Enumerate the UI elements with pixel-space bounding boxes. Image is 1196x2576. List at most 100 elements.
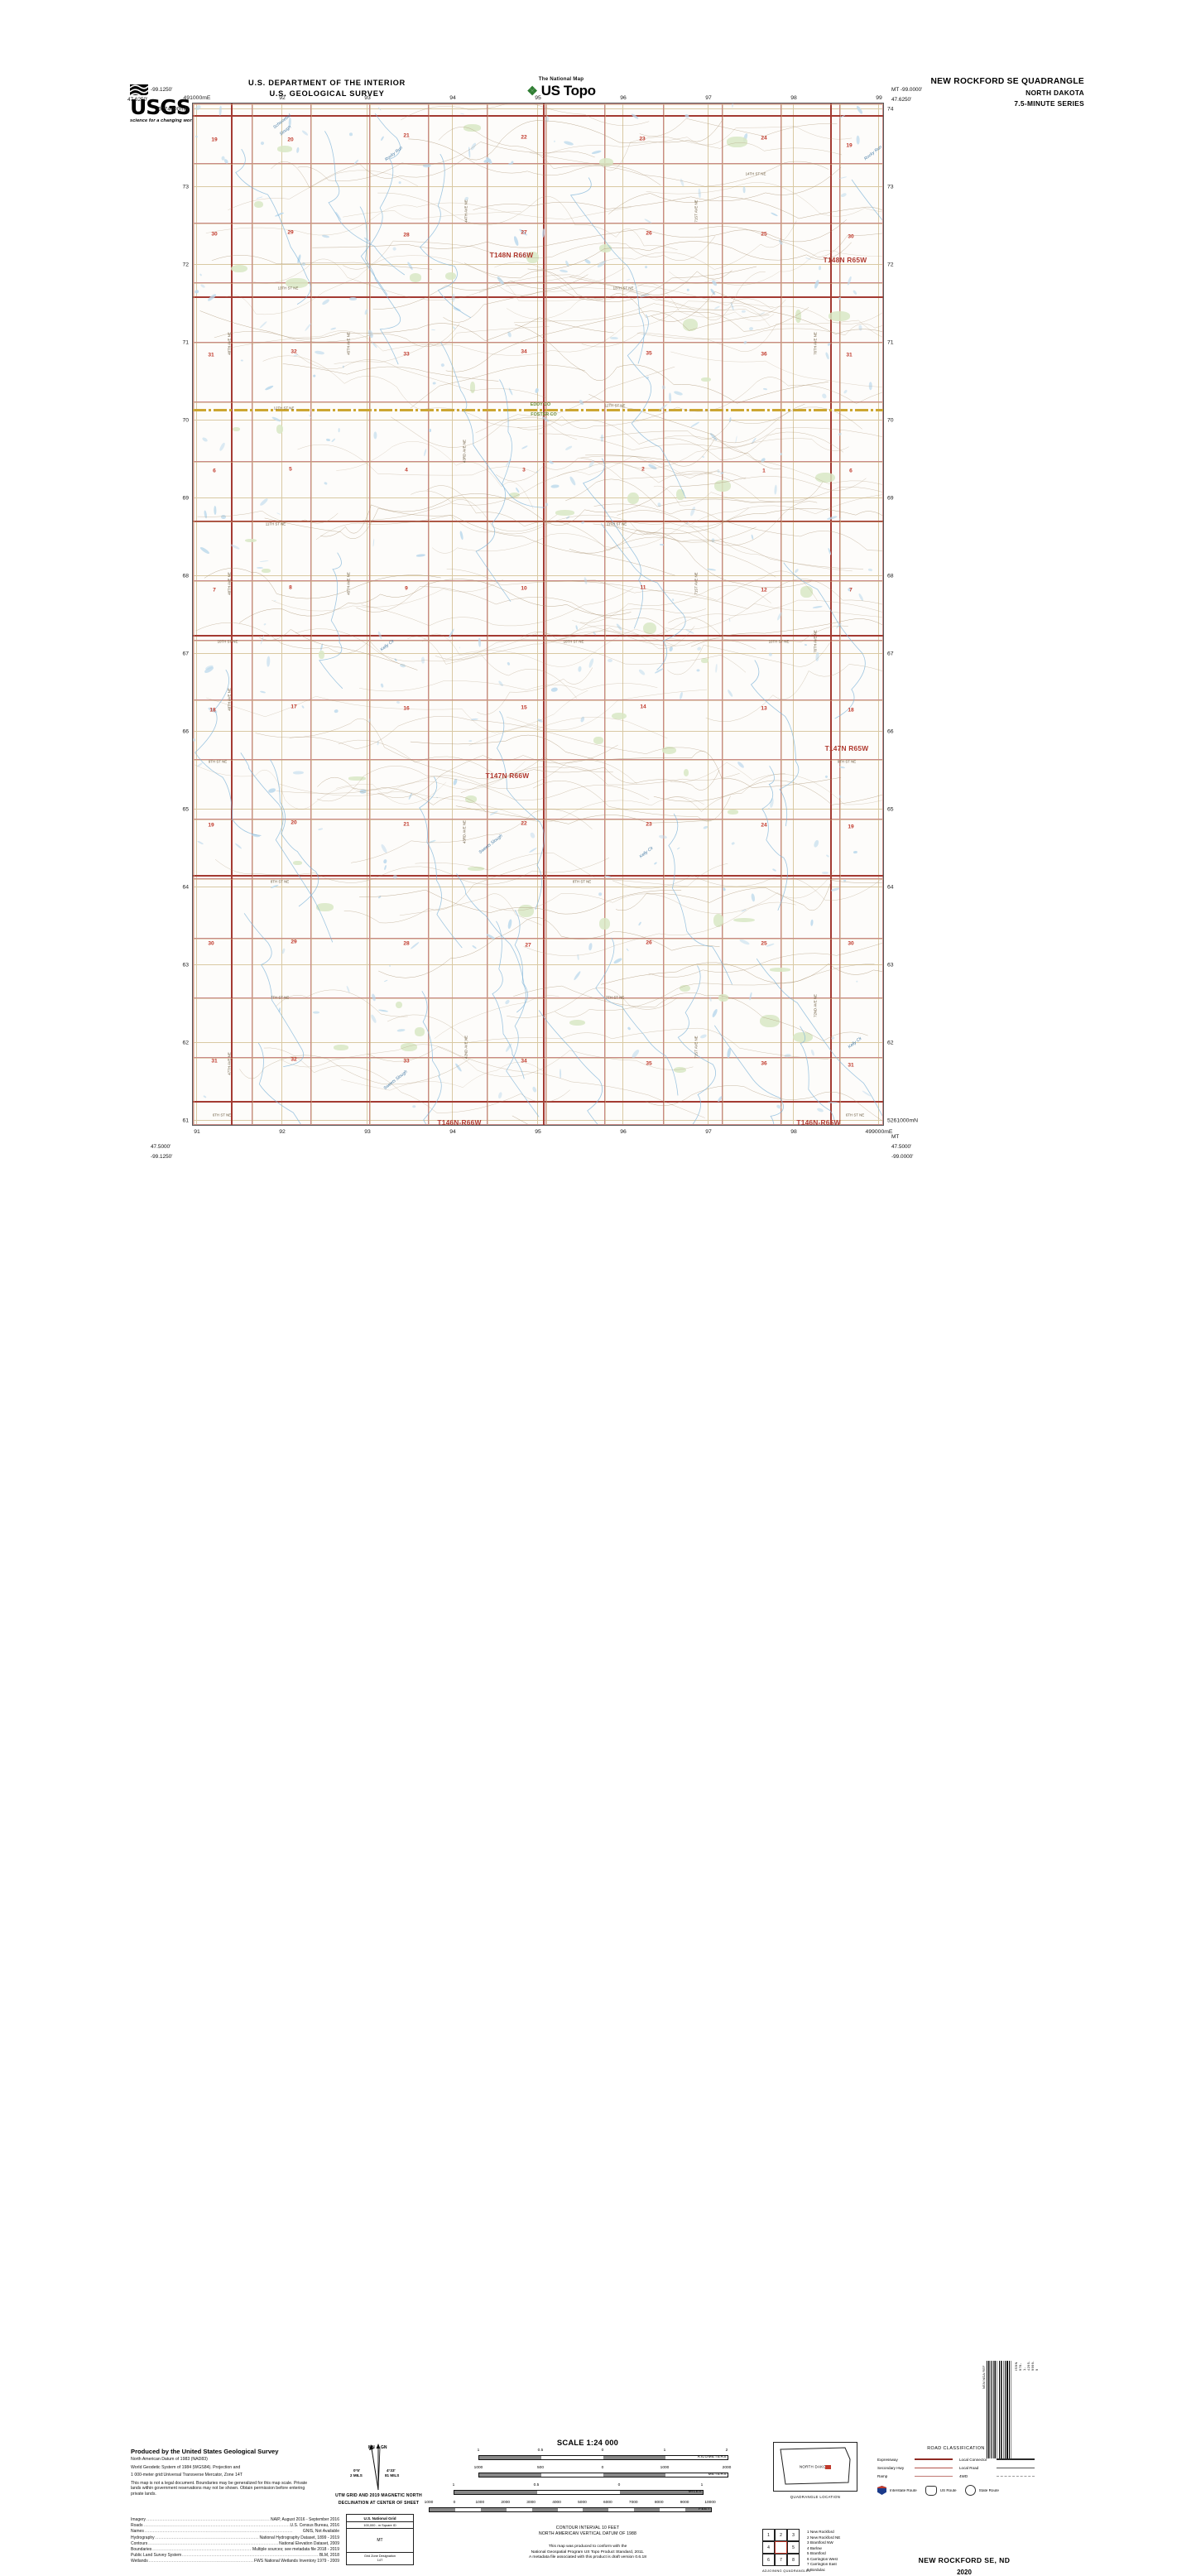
adjoining-quadrangles-list: 1 New Rockford 2 New Rockford NE 3 Brantfo… xyxy=(807,2530,840,2573)
us-topo-label: ❖ US Topo xyxy=(495,83,627,99)
scale-bar-segment xyxy=(557,2508,584,2511)
woodland-patch xyxy=(276,425,284,434)
road-name-label: 43RD AVE NE xyxy=(462,820,467,843)
water-body xyxy=(646,375,650,379)
water-body xyxy=(738,938,751,946)
water-body xyxy=(656,502,661,508)
water-body xyxy=(380,843,388,853)
water-body xyxy=(505,999,511,1006)
grid-label-top: 95 xyxy=(535,95,541,101)
woodland-patch xyxy=(245,538,257,542)
source-value: FWS National Wetlands Inventory 1979 - 2… xyxy=(253,2559,339,2564)
woodland-patch xyxy=(770,968,790,972)
leaf-icon: ❖ xyxy=(526,84,538,99)
water-body xyxy=(843,879,847,883)
source-label: Wetlands xyxy=(131,2559,148,2564)
section-number: 27 xyxy=(525,942,531,949)
scale-tick-label: 2 xyxy=(725,2449,728,2453)
scale-bar-segment xyxy=(479,2473,541,2477)
grid-label-left: 70 xyxy=(182,417,189,424)
water-body xyxy=(263,623,267,627)
water-body xyxy=(536,470,539,473)
grid-label-top: 93 xyxy=(364,95,371,101)
source-value: U.S. Census Bureau, 2016 xyxy=(290,2523,339,2529)
grid-label-right: 67 xyxy=(887,651,894,657)
quad-location-marker xyxy=(825,2465,831,2469)
township-range-label: T147N R65W xyxy=(824,744,869,752)
water-body xyxy=(451,294,455,303)
water-body xyxy=(684,113,689,119)
scale-bar-unit: FEET xyxy=(699,2506,710,2511)
woodland-patch xyxy=(316,903,334,912)
scale-bar-unit: METERS xyxy=(708,2472,727,2477)
road-name-label: 47TH AVE NE xyxy=(227,1052,232,1075)
water-body xyxy=(751,534,755,540)
section-number: 32 xyxy=(291,1056,297,1063)
section-line-vertical xyxy=(193,103,194,1125)
water-body xyxy=(383,864,387,870)
water-body xyxy=(276,512,281,516)
grid-label-right: 62 xyxy=(887,1040,894,1046)
scale-tick-label: 1000 xyxy=(660,2466,670,2470)
grid-label-bottom: 92 xyxy=(279,1129,286,1135)
topographic-map[interactable]: 19 20 21 22 23 24 19 30 29 28 27 26 25 30 31 32 33 34 35 36… xyxy=(127,87,922,1160)
water-body xyxy=(377,1009,388,1013)
water-body xyxy=(383,858,387,864)
water-body xyxy=(740,908,747,913)
water-body xyxy=(696,646,702,652)
scale-bar-track xyxy=(478,2473,728,2477)
woodland-patch xyxy=(814,472,835,483)
utm-grid-line-horizontal xyxy=(193,186,883,187)
water-body xyxy=(259,690,267,694)
water-body xyxy=(197,840,204,846)
source-row: Imagery.................................… xyxy=(131,2517,339,2523)
section-number: 7 xyxy=(213,587,216,594)
water-body xyxy=(743,339,748,344)
scale-tick-label: 1 xyxy=(452,2483,455,2487)
water-body xyxy=(521,445,529,450)
water-body xyxy=(728,416,732,423)
road-class-swatch xyxy=(997,2458,1035,2460)
utm-grid-line-vertical xyxy=(281,103,282,1125)
grid-label-top: 99 xyxy=(876,95,882,101)
scale-tick-label: 500 xyxy=(536,2466,545,2470)
road-line-vertical xyxy=(605,103,606,1125)
road-name-label: 7TH ST NE xyxy=(605,995,625,1000)
scale-tick-label: 0 xyxy=(617,2483,621,2487)
water-body xyxy=(240,358,243,362)
water-body xyxy=(579,716,585,723)
scale-tick-label: 0.5 xyxy=(533,2483,540,2487)
water-body xyxy=(627,1026,632,1031)
adjoining-cell xyxy=(774,2540,788,2554)
water-body xyxy=(370,1013,377,1024)
road-name-label: 70TH AVE NE xyxy=(813,332,818,355)
water-body xyxy=(545,502,548,507)
conform-line-2: National Geospatial Program US Topo Prod… xyxy=(531,2550,645,2554)
utm-grid-line-horizontal xyxy=(193,731,883,732)
water-body xyxy=(383,978,388,982)
scale-tick-label: 0 xyxy=(601,2466,604,2470)
water-body xyxy=(810,1049,815,1056)
section-number: 16 xyxy=(403,705,410,712)
road-line-horizontal xyxy=(193,1125,883,1126)
shield-label: US Route xyxy=(939,2488,957,2492)
section-number: 31 xyxy=(848,1062,854,1069)
map-face[interactable]: 19 20 21 22 23 24 19 30 29 28 27 26 25 30 31 32 33 34 35 36… xyxy=(192,103,884,1126)
road-line-horizontal xyxy=(193,879,883,880)
section-number: 35 xyxy=(646,1060,652,1067)
road-name-label: 10TH ST NE xyxy=(563,639,584,644)
water-body xyxy=(430,329,435,331)
svg-text:2 MILS: 2 MILS xyxy=(350,2473,363,2477)
section-number: 29 xyxy=(287,229,294,236)
scale-tick-label: 4000 xyxy=(552,2501,561,2505)
declination-caption-1: UTM GRID AND 2019 MAGNETIC NORTH xyxy=(335,2493,422,2498)
section-number: 31 xyxy=(211,1058,218,1065)
road-name-label: 11TH ST NE xyxy=(265,521,286,526)
water-body xyxy=(626,278,631,281)
section-number: 28 xyxy=(403,940,410,947)
water-body xyxy=(453,306,462,312)
woodland-patch xyxy=(396,1001,403,1009)
section-number: 26 xyxy=(646,940,652,946)
scale-tick-label: 5000 xyxy=(578,2501,587,2505)
section-number: 32 xyxy=(291,348,297,355)
